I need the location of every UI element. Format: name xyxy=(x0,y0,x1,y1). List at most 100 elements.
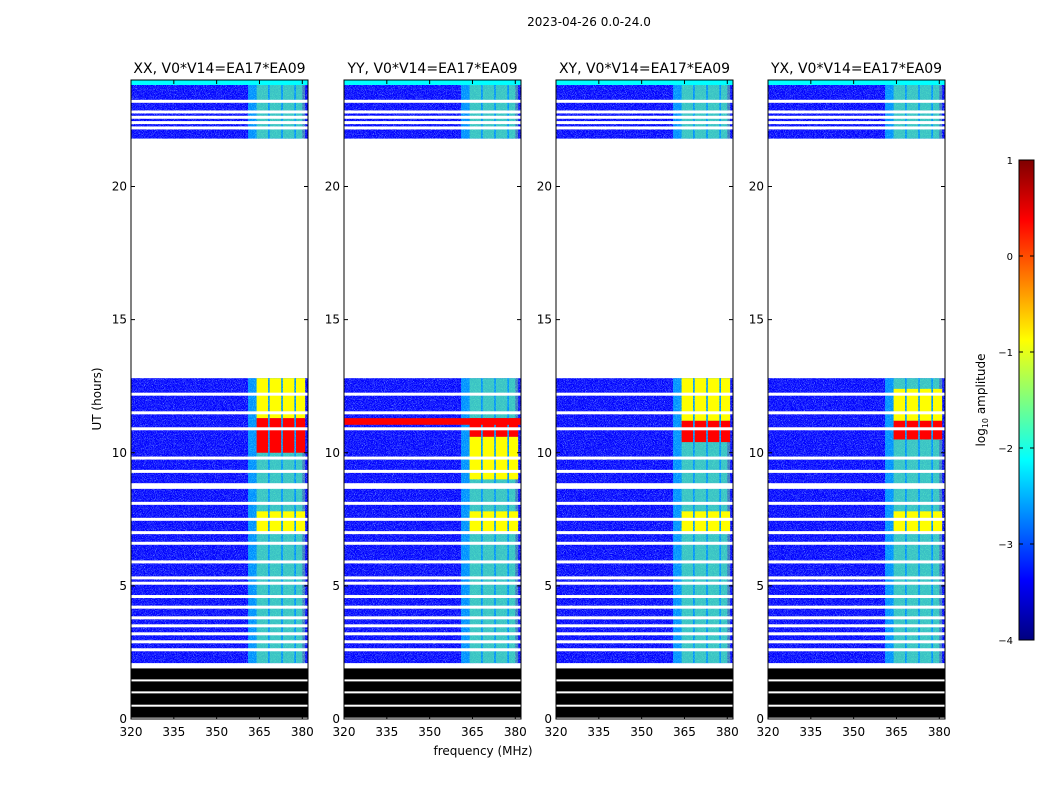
band-warm-cell xyxy=(707,378,720,421)
flagged-row xyxy=(131,469,308,473)
flagged-row xyxy=(556,560,733,564)
zero-gap xyxy=(768,691,945,694)
band-hot-cell xyxy=(707,420,720,443)
colorbar-ticks: 1 0 −1 −2 −3 −4 xyxy=(998,156,1034,647)
band-warm-cell xyxy=(495,511,508,533)
panel-2-image xyxy=(344,80,521,718)
x-tick-label: 380 xyxy=(928,725,951,739)
y-tick-label: 15 xyxy=(325,313,340,327)
flagged-row xyxy=(768,616,945,620)
flagged-row xyxy=(344,456,521,460)
flagged-row xyxy=(556,541,733,545)
flagged-row xyxy=(556,632,733,636)
zero-gap xyxy=(556,704,733,707)
y-tick-label: 0 xyxy=(119,712,127,726)
band-warm-cell xyxy=(296,511,306,533)
flagged-row xyxy=(768,126,945,130)
y-tick-label: 0 xyxy=(544,712,552,726)
band-hot-cell xyxy=(694,420,707,443)
flagged-row xyxy=(556,110,733,114)
band-warm-cell xyxy=(707,511,720,533)
band-hot-cell xyxy=(681,420,694,443)
colorbar-tick-label: −4 xyxy=(998,636,1013,647)
zero-gap xyxy=(556,679,733,682)
flagged-row xyxy=(131,517,308,521)
flagged-row xyxy=(768,517,945,521)
y-tick-label: 10 xyxy=(749,446,764,460)
flagged-row xyxy=(344,531,521,535)
flagged-row xyxy=(556,427,733,431)
x-tick-label: 350 xyxy=(418,725,441,739)
flagged-row xyxy=(556,121,733,125)
band-warm-cell xyxy=(681,378,694,421)
flagged-row xyxy=(131,616,308,620)
colorbar-tick-label: −3 xyxy=(998,540,1013,551)
band-warm-cell xyxy=(933,511,943,533)
panel-4: 320 335 350 365 380 0 5 10 15 20 YX, V0*V14=EA17*E… xyxy=(749,61,951,739)
band-warm-cell xyxy=(469,511,482,533)
flagged-row xyxy=(768,411,945,415)
panel-3-image xyxy=(556,80,733,718)
flagged-row xyxy=(768,110,945,114)
zero-gap xyxy=(344,704,521,707)
panel-3: 320 335 350 365 380 0 5 10 15 20 XY, V0*V14=EA17*E… xyxy=(537,61,739,739)
y-tick-label: 15 xyxy=(112,313,127,327)
band-warm-cell xyxy=(509,511,519,533)
top-edge-strip xyxy=(131,80,308,85)
y-tick-label: 10 xyxy=(112,446,127,460)
band-subband xyxy=(495,80,508,139)
flagged-row xyxy=(556,126,733,130)
flagged-row xyxy=(768,648,945,652)
band-subband xyxy=(919,80,932,139)
band-subband xyxy=(933,80,943,139)
flagged-row xyxy=(131,121,308,125)
x-tick-label: 320 xyxy=(545,725,568,739)
flagged-row xyxy=(344,616,521,620)
x-tick-label: 320 xyxy=(333,725,356,739)
band-warm-cell xyxy=(694,511,707,533)
band-subband xyxy=(256,80,269,139)
y-tick-label: 15 xyxy=(537,313,552,327)
flagged-row xyxy=(344,110,521,114)
panel-2: 320 335 350 365 380 0 5 10 15 20 YY, V0*V14=EA17*E… xyxy=(325,61,527,739)
x-tick-label: 320 xyxy=(120,725,143,739)
flagged-row xyxy=(131,485,308,489)
top-edge-strip xyxy=(556,80,733,85)
colorbar-label-sub: 10 xyxy=(981,418,990,428)
zero-gap xyxy=(131,691,308,694)
flagged-row xyxy=(556,616,733,620)
flagged-row xyxy=(768,456,945,460)
y-tick-label: 10 xyxy=(537,446,552,460)
x-tick-label: 320 xyxy=(757,725,780,739)
flagged-row xyxy=(131,411,308,415)
flagged-row xyxy=(344,595,521,599)
flagged-row xyxy=(556,483,733,487)
y-axis-label: UT (hours) xyxy=(90,367,104,430)
flagged-row xyxy=(556,517,733,521)
x-tick-label: 380 xyxy=(291,725,314,739)
colorbar-tick-label: −2 xyxy=(998,444,1013,455)
band-subband xyxy=(906,80,919,139)
band-subband xyxy=(893,80,906,139)
panel-frame xyxy=(130,79,309,720)
y-tick-label: 10 xyxy=(325,446,340,460)
flagged-row xyxy=(344,392,521,396)
y-tick-label: 20 xyxy=(325,180,340,194)
flagged-row xyxy=(768,531,945,535)
flagged-row xyxy=(131,605,308,609)
panel-title: YY, V0*V14=EA17*EA09 xyxy=(346,61,517,77)
flagged-row xyxy=(556,624,733,628)
y-tick-label: 20 xyxy=(749,180,764,194)
flagged-row xyxy=(768,605,945,609)
flagged-row xyxy=(556,411,733,415)
zero-gap xyxy=(556,691,733,694)
flagged-row xyxy=(344,501,521,505)
panel-frame xyxy=(343,79,522,720)
x-tick-label: 380 xyxy=(504,725,527,739)
flagged-row xyxy=(131,99,308,103)
x-tick-label: 365 xyxy=(461,725,484,739)
flagged-row xyxy=(768,485,945,489)
band-warm-cell xyxy=(906,511,919,533)
x-tick-label: 365 xyxy=(248,725,271,739)
